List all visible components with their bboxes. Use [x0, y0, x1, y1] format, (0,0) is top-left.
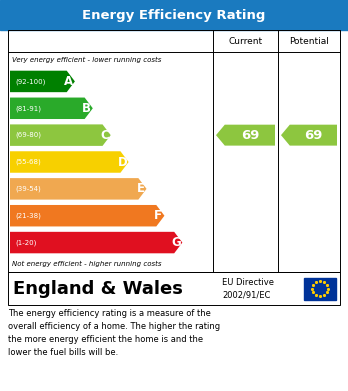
Polygon shape — [10, 71, 75, 92]
Polygon shape — [10, 97, 93, 119]
Text: Not energy efficient - higher running costs: Not energy efficient - higher running co… — [12, 261, 161, 267]
Text: A: A — [64, 75, 73, 88]
Text: 69: 69 — [241, 129, 259, 142]
Text: E: E — [136, 182, 144, 196]
Text: The energy efficiency rating is a measure of the
overall efficiency of a home. T: The energy efficiency rating is a measur… — [8, 309, 220, 357]
Text: G: G — [171, 236, 181, 249]
Bar — [304, 278, 336, 300]
Polygon shape — [10, 205, 164, 226]
Text: F: F — [154, 209, 162, 222]
Text: (39-54): (39-54) — [15, 186, 41, 192]
Polygon shape — [10, 232, 182, 253]
Text: B: B — [82, 102, 91, 115]
Text: (55-68): (55-68) — [15, 159, 41, 165]
Text: D: D — [118, 156, 127, 169]
Polygon shape — [10, 178, 147, 199]
Bar — [0, 0, 348, 30]
Text: (1-20): (1-20) — [15, 239, 37, 246]
Bar — [8, 272, 340, 305]
Text: (81-91): (81-91) — [15, 105, 41, 111]
Text: EU Directive
2002/91/EC: EU Directive 2002/91/EC — [222, 278, 274, 299]
Text: Current: Current — [228, 36, 262, 45]
Text: Potential: Potential — [289, 36, 329, 45]
Text: 69: 69 — [304, 129, 323, 142]
Polygon shape — [216, 125, 275, 145]
Text: (92-100): (92-100) — [15, 78, 45, 85]
Polygon shape — [10, 124, 111, 146]
Bar — [8, 30, 340, 272]
Text: (69-80): (69-80) — [15, 132, 41, 138]
Text: (21-38): (21-38) — [15, 212, 41, 219]
Polygon shape — [281, 125, 337, 145]
Text: Energy Efficiency Rating: Energy Efficiency Rating — [82, 9, 266, 22]
Polygon shape — [10, 151, 129, 173]
Text: Very energy efficient - lower running costs: Very energy efficient - lower running co… — [12, 57, 161, 63]
Text: C: C — [100, 129, 109, 142]
Text: England & Wales: England & Wales — [13, 280, 183, 298]
